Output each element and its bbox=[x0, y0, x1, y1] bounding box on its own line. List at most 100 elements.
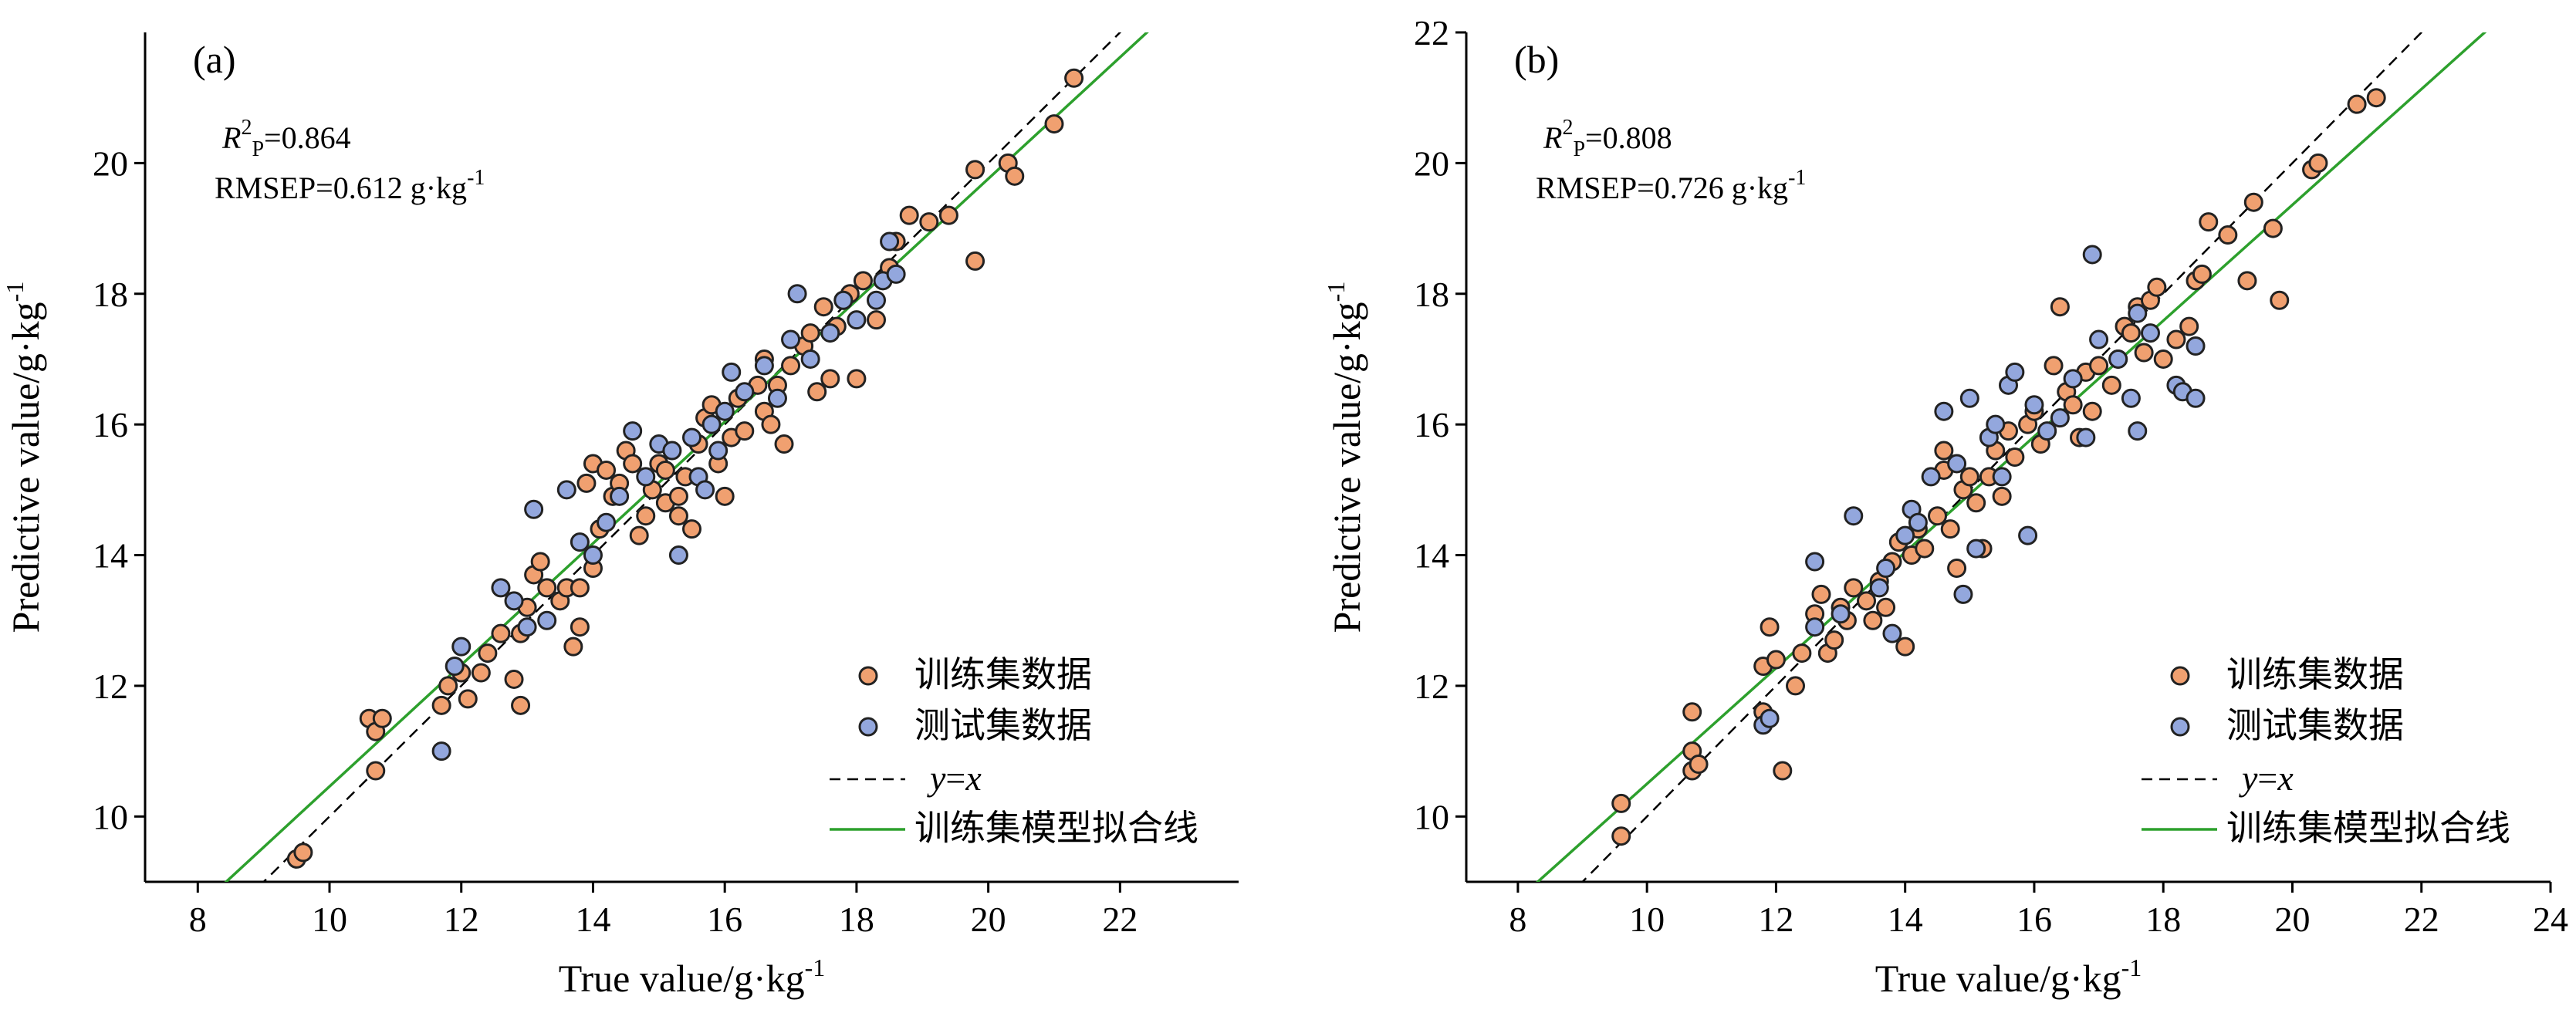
test-point bbox=[1831, 604, 1851, 624]
test-point bbox=[623, 421, 643, 441]
y-tick-label: 22 bbox=[1414, 13, 1449, 52]
rmsep-value: RMSEP=0.612 g·kg bbox=[215, 171, 467, 205]
y-axis-title-sup: -1 bbox=[1322, 282, 1350, 302]
train-point bbox=[2153, 349, 2173, 369]
x-axis-title: True value/g·kg-1 bbox=[1875, 954, 2142, 1000]
train-point bbox=[1928, 506, 1948, 526]
y-axis-title-text: Predictive value/g·kg bbox=[1325, 302, 1368, 633]
train-point bbox=[1682, 702, 1702, 722]
x-tick-label: 18 bbox=[2145, 900, 2181, 939]
legend-identity-y: y bbox=[927, 758, 946, 798]
train-point bbox=[2050, 297, 2070, 317]
train-point bbox=[629, 525, 649, 545]
train-point bbox=[366, 761, 386, 781]
train-point bbox=[1844, 578, 1864, 598]
test-point bbox=[504, 591, 524, 611]
test-point bbox=[662, 441, 682, 461]
train-point bbox=[735, 421, 755, 441]
x-axis-title: True value/g·kg-1 bbox=[559, 954, 826, 1000]
y-tick-label: 20 bbox=[93, 144, 128, 183]
r2-sup: 2 bbox=[241, 116, 252, 140]
legend-test-label: 测试集数据 bbox=[914, 706, 1092, 745]
test-point bbox=[1986, 414, 2006, 434]
train-point bbox=[1940, 519, 1960, 539]
test-point bbox=[2121, 388, 2141, 408]
test-point bbox=[2140, 323, 2160, 343]
x-tick-label: 16 bbox=[707, 900, 742, 939]
test-point bbox=[1959, 388, 1979, 408]
test-point bbox=[1908, 512, 1928, 532]
x-tick-label: 10 bbox=[312, 900, 347, 939]
x-tick-label: 18 bbox=[839, 900, 874, 939]
legend-test-marker bbox=[858, 717, 878, 737]
x-tick-label: 8 bbox=[1509, 900, 1526, 939]
train-point bbox=[682, 519, 701, 539]
train-point bbox=[1611, 826, 1631, 846]
y-axis-title-sup: -1 bbox=[1, 282, 29, 302]
x-tick-label: 20 bbox=[971, 900, 1006, 939]
test-point bbox=[2186, 336, 2206, 356]
y-tick-label: 12 bbox=[93, 667, 128, 706]
y-tick-label: 18 bbox=[1414, 275, 1449, 314]
train-point bbox=[2089, 356, 2109, 376]
test-point bbox=[695, 480, 715, 500]
train-point bbox=[2308, 153, 2328, 173]
train-point bbox=[938, 205, 958, 225]
train-point bbox=[2082, 401, 2102, 421]
train-point bbox=[2270, 290, 2290, 310]
test-point bbox=[1895, 525, 1915, 545]
r2-text: R2P=0.864 bbox=[221, 116, 351, 161]
train-point bbox=[530, 552, 550, 572]
test-point bbox=[517, 617, 537, 637]
test-point bbox=[1844, 506, 1864, 526]
train-point bbox=[1857, 591, 1877, 611]
legend-identity-eq: = bbox=[945, 758, 965, 798]
train-point bbox=[668, 506, 688, 526]
test-point bbox=[781, 329, 801, 349]
train-point bbox=[2101, 375, 2121, 395]
y-axis-title: Predictive value/g·kg-1 bbox=[1, 282, 47, 633]
train-point bbox=[1915, 539, 1935, 559]
x-tick-label: 22 bbox=[1102, 900, 1138, 939]
panel-label: (a) bbox=[193, 38, 236, 81]
test-point bbox=[1876, 558, 1896, 578]
legend-identity-x: x bbox=[2277, 758, 2294, 798]
x-axis-title-text: True value/g·kg bbox=[559, 957, 805, 1000]
test-point bbox=[682, 427, 701, 447]
train-point bbox=[576, 473, 597, 493]
panel-label: (b) bbox=[1514, 38, 1559, 81]
train-point bbox=[2218, 225, 2238, 245]
train-point bbox=[800, 323, 820, 343]
train-point bbox=[570, 578, 590, 598]
test-point bbox=[2128, 303, 2148, 323]
x-tick-label: 12 bbox=[1758, 900, 1793, 939]
train-point bbox=[2044, 356, 2064, 376]
r2-sup: 2 bbox=[1562, 116, 1573, 140]
train-point bbox=[715, 486, 735, 506]
y-axis-title: Predictive value/g·kg-1 bbox=[1322, 282, 1368, 633]
train-point bbox=[491, 623, 511, 643]
test-point bbox=[1805, 552, 1825, 572]
y-tick-label: 10 bbox=[93, 797, 128, 836]
train-point bbox=[1760, 617, 1780, 637]
train-point bbox=[2005, 447, 2025, 467]
legend-identity-label: y=x bbox=[2239, 758, 2294, 798]
r2-value: =0.808 bbox=[1585, 120, 1672, 155]
test-point bbox=[2063, 369, 2083, 389]
train-point bbox=[471, 663, 491, 683]
train-point bbox=[570, 617, 590, 637]
x-axis-title-text: True value/g·kg bbox=[1875, 957, 2121, 1000]
test-point bbox=[1882, 623, 1902, 643]
x-tick-label: 10 bbox=[1629, 900, 1665, 939]
train-point bbox=[813, 297, 833, 317]
train-point bbox=[655, 460, 675, 480]
train-point bbox=[2192, 264, 2212, 284]
train-point bbox=[1786, 676, 1806, 696]
x-tick-label: 14 bbox=[575, 900, 610, 939]
test-point bbox=[2005, 362, 2025, 382]
y-tick-label: 10 bbox=[1414, 797, 1449, 836]
train-point bbox=[1934, 441, 1954, 461]
test-point bbox=[451, 637, 472, 657]
